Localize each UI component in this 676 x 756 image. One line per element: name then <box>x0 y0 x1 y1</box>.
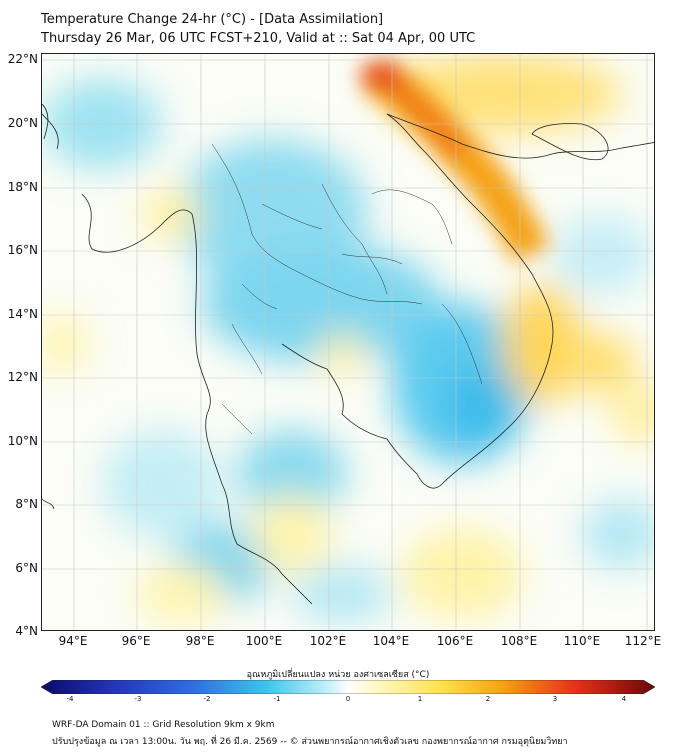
lat-label: 22°N <box>7 52 38 66</box>
lat-label: 8°N <box>15 497 38 511</box>
temperature-field <box>42 54 654 624</box>
colorbar-tick: -2 <box>203 695 211 703</box>
lon-label: 112°E <box>624 634 662 648</box>
coastlines <box>42 103 654 605</box>
lat-label: 14°N <box>7 307 38 321</box>
lon-label: 96°E <box>121 634 151 648</box>
lat-label: 6°N <box>15 561 38 575</box>
colorbar-tick: 3 <box>552 695 558 703</box>
footer-credit: ปรับปรุงข้อมูล ณ เวลา 13:00น. วัน พฤ. ที… <box>52 737 568 747</box>
lon-label: 110°E <box>563 634 601 648</box>
colorbar-tick: 4 <box>621 695 627 703</box>
lon-label: 106°E <box>436 634 474 648</box>
colorbar-tick: -1 <box>273 695 281 703</box>
lon-label: 94°E <box>58 634 88 648</box>
temperature-change-map[interactable] <box>41 53 655 631</box>
colorbar-tick: -3 <box>134 695 142 703</box>
lon-label: 108°E <box>500 634 538 648</box>
lat-label: 4°N <box>15 624 38 638</box>
colorbar-title: อุณหภูมิเปลี่ยนแปลง หน่วย องศาเซลเซียส (… <box>246 670 430 680</box>
lat-label: 12°N <box>7 370 38 384</box>
colorbar-tick: 0 <box>345 695 351 703</box>
lon-label: 102°E <box>309 634 347 648</box>
warm-ridge <box>360 56 550 263</box>
lat-label: 16°N <box>7 243 38 257</box>
lat-label: 20°N <box>7 116 38 130</box>
colorbar-tick: -4 <box>66 695 74 703</box>
lon-label: 104°E <box>372 634 410 648</box>
map-subtitle: Thursday 26 Mar, 06 UTC FCST+210, Valid … <box>41 31 476 46</box>
lat-label: 10°N <box>7 434 38 448</box>
colorbar-tick: 1 <box>417 695 423 703</box>
map-title: Temperature Change 24-hr (°C) - [Data As… <box>41 12 384 27</box>
footer-resolution: WRF-DA Domain 01 :: Grid Resolution 9km … <box>52 720 275 730</box>
lat-label: 18°N <box>7 180 38 194</box>
gridlines <box>42 54 654 630</box>
lon-label: 98°E <box>185 634 215 648</box>
lon-label: 100°E <box>245 634 283 648</box>
colorbar-tick: 2 <box>485 695 491 703</box>
admin-borders <box>211 143 483 435</box>
